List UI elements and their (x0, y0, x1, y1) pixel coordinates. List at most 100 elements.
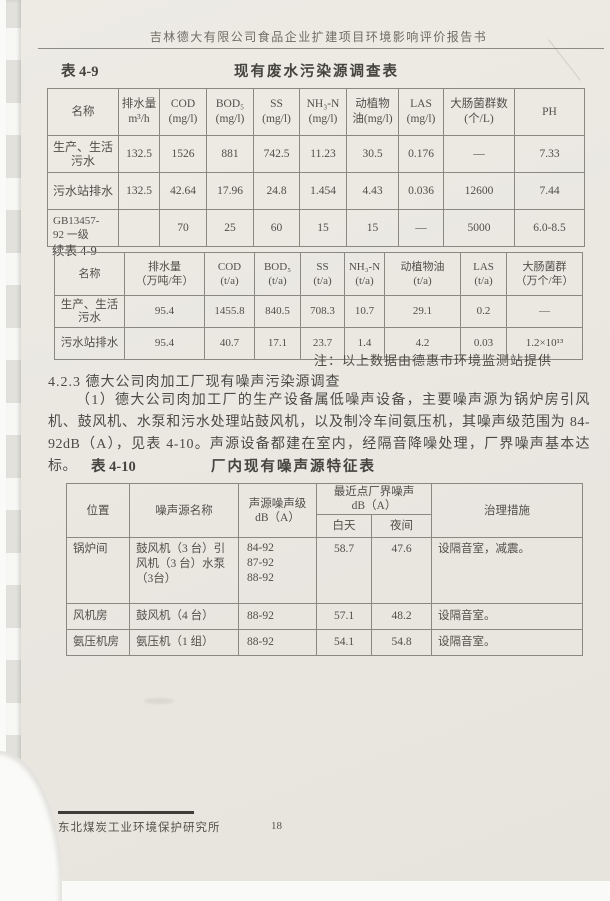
table-cell: 95.4 (124, 295, 205, 328)
table-cell: 30.5 (346, 135, 399, 173)
table-header-row: 名称 排水量 m³/h COD (mg/l) BOD₅ (mg/l) SS (mg/l)… (47, 88, 585, 136)
col-header-unit: (mg/l) (215, 113, 245, 125)
table-header-row: 名称 排水量 （万吨/年） COD (t/a) BOD₅ (t/a) SS (t/a) … (54, 252, 583, 296)
table-cell: 0.036 (398, 172, 444, 210)
col-header: 声源噪声级 dB（A） (238, 483, 317, 538)
col-header-unit: (t/a) (313, 275, 332, 287)
table-cell: 70 (159, 209, 207, 247)
data-source-note: 注：以上数据由德惠市环境监测站提供 (313, 353, 552, 368)
table-cell: 0.176 (398, 135, 444, 173)
table-row: GB13457- 92 一级 70 25 60 15 15 — 5000 6.0… (47, 209, 585, 247)
col-header: 大肠菌群 （万个/年） (506, 252, 583, 296)
col-header-unit: (mg/l) (262, 113, 291, 125)
row-header: 风机房 (66, 603, 130, 630)
col-header: 排水量 m³/h (118, 88, 160, 136)
col-header-label: 动植物 (355, 98, 390, 110)
col-header: 动植物 油(mg/l) (346, 88, 399, 136)
table-cell: 氨压机（1 组） (129, 629, 239, 656)
col-header: BOD₅ (mg/l) (206, 88, 254, 136)
table-row: 氨压机房 氨压机（1 组） 88-92 54.1 54.8 设隔音室。 (66, 629, 583, 656)
table-cell: 742.5 (253, 135, 300, 173)
col-header: LAS (mg/l) (398, 88, 444, 136)
col-header-label: COD (217, 261, 242, 273)
table-cell: 95.4 (124, 327, 205, 360)
table-row: 生产、生活污水 95.4 1455.8 840.5 708.3 10.7 29.… (54, 295, 583, 328)
col-header-label: 名称 (71, 105, 95, 118)
col-header-label: 大肠菌群数 (450, 98, 508, 110)
table-cell: 4.2 (384, 327, 461, 360)
row-header: 生产、生活污水 (47, 135, 119, 173)
table-cell: 57.1 (316, 603, 372, 630)
table-cell: 54.8 (371, 629, 432, 656)
table-cell: 0.2 (460, 295, 507, 328)
col-header: 治理措施 (431, 483, 583, 538)
col-header: 排水量 （万吨/年） (124, 252, 205, 296)
table-cell: 7.33 (514, 135, 585, 173)
col-header-unit: (t/a) (474, 275, 493, 287)
table-cell: 1.454 (299, 172, 347, 210)
binding-holes-strip (6, 0, 21, 790)
col-header: COD (mg/l) (159, 88, 207, 136)
col-header-label: BOD₅ (215, 98, 245, 110)
table-cell: 29.1 (384, 295, 461, 328)
col-header: 名称 (47, 88, 119, 136)
table-cell: 840.5 (254, 295, 301, 328)
header-rule (38, 48, 604, 49)
table-cell: 84-92 87-92 88-92 (238, 537, 317, 604)
table-cell: 48.2 (371, 603, 432, 630)
scan-scratch-artifact (548, 39, 581, 81)
col-header: 最近点厂界噪声 dB（A） (316, 483, 432, 515)
table-cell: 60 (253, 209, 300, 247)
footer-rule (58, 811, 194, 814)
col-header: 动植物油 (t/a) (384, 252, 461, 296)
col-header-label: LAS (473, 261, 494, 273)
table-row: 污水站排水 132.5 42.64 17.96 24.8 1.454 4.43 … (47, 172, 585, 210)
table49-title: 现有废水污染源调查表 (234, 64, 399, 80)
page-corner-curl (0, 751, 62, 901)
col-header: PH (514, 88, 585, 136)
col-header-label: NH₃-N (306, 98, 340, 110)
table-cell: 4.43 (346, 172, 399, 210)
col-header-label: PH (542, 105, 557, 118)
col-header-unit: (t/a) (220, 275, 239, 287)
footer-organization: 东北煤炭工业环境保护研究所 (58, 822, 221, 834)
table-wastewater-annual-load: 名称 排水量 （万吨/年） COD (t/a) BOD₅ (t/a) SS (t/a) … (54, 252, 583, 360)
table-cell: 12600 (443, 172, 515, 210)
table-cell: 88-92 (238, 629, 317, 656)
document-header-title: 吉林德大有限公司食品企业扩建项目环境影响评价报告书 (149, 30, 488, 44)
col-header: 大肠菌群数 (个/L) (443, 88, 515, 136)
col-header: 噪声源名称 (129, 483, 239, 538)
col-header-label: LAS (410, 98, 432, 110)
table-cell: 15 (299, 209, 347, 247)
col-header-label: 大肠菌群 (522, 261, 567, 273)
table-cell: 1.4 (344, 327, 385, 360)
col-header: NH₃-N (mg/l) (299, 88, 347, 136)
table-cell: 47.6 (371, 537, 432, 604)
table-cell: 23.7 (300, 327, 345, 360)
col-header: SS (t/a) (300, 252, 345, 296)
table-cell: 132.5 (118, 135, 160, 173)
col-header-night: 夜间 (371, 514, 432, 538)
row-header: 氨压机房 (66, 629, 130, 656)
table-cell: 17.1 (254, 327, 301, 360)
col-header-unit: m³/h (128, 113, 150, 125)
table-cell: 881 (206, 135, 254, 173)
col-header-unit: (t/a) (268, 275, 287, 287)
table-cell: 24.8 (253, 172, 300, 210)
scan-smudge-artifact (144, 698, 174, 704)
table410-title: 厂内现有噪声源特征表 (211, 459, 376, 475)
col-header-unit: (个/L) (464, 113, 494, 125)
col-header-unit: (mg/l) (406, 113, 436, 125)
col-header-label: SS (316, 261, 329, 273)
table-cell: 1526 (159, 135, 207, 173)
row-header: GB13457- 92 一级 (47, 209, 119, 247)
col-header: 名称 (54, 252, 125, 296)
table-cell: 54.1 (316, 629, 372, 656)
table-cell: 25 (206, 209, 254, 247)
table-cell: 设隔音室，减震。 (431, 537, 583, 604)
col-header-unit: （万吨/年） (135, 275, 194, 287)
table-subheader-row: 白天 夜间 (67, 514, 583, 538)
section-paragraph: （1）德大公司肉加工厂的生产设备属低噪声设备，主要噪声源为锅炉房引风机、鼓风机、… (48, 393, 590, 474)
table-cell: 132.5 (118, 172, 160, 210)
